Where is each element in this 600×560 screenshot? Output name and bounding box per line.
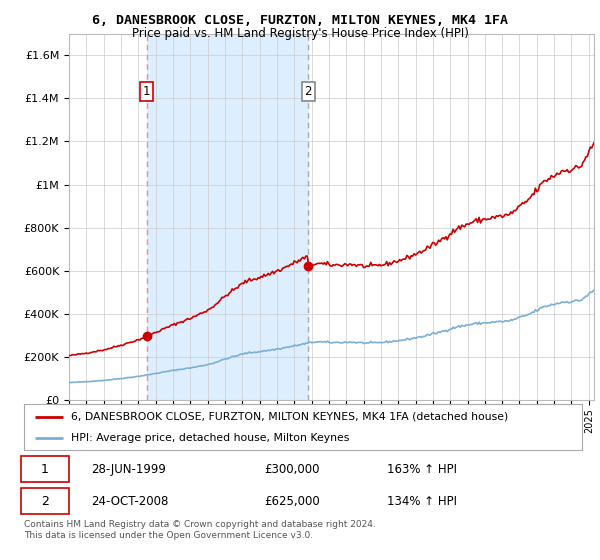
Text: Price paid vs. HM Land Registry's House Price Index (HPI): Price paid vs. HM Land Registry's House … — [131, 27, 469, 40]
Bar — [147, 34, 308, 400]
Text: 1: 1 — [41, 463, 49, 475]
Text: 24-OCT-2008: 24-OCT-2008 — [91, 495, 169, 508]
Text: 6, DANESBROOK CLOSE, FURZTON, MILTON KEYNES, MK4 1FA: 6, DANESBROOK CLOSE, FURZTON, MILTON KEY… — [92, 14, 508, 27]
Text: £300,000: £300,000 — [264, 463, 319, 475]
Text: 134% ↑ HPI: 134% ↑ HPI — [387, 495, 457, 508]
Text: HPI: Average price, detached house, Milton Keynes: HPI: Average price, detached house, Milt… — [71, 433, 350, 443]
Text: 2: 2 — [41, 495, 49, 508]
Text: 28-JUN-1999: 28-JUN-1999 — [91, 463, 166, 475]
Text: Contains HM Land Registry data © Crown copyright and database right 2024.
This d: Contains HM Land Registry data © Crown c… — [24, 520, 376, 540]
Text: 2: 2 — [305, 85, 312, 99]
FancyBboxPatch shape — [21, 456, 68, 482]
FancyBboxPatch shape — [21, 488, 68, 514]
Text: 163% ↑ HPI: 163% ↑ HPI — [387, 463, 457, 475]
Text: 1: 1 — [143, 85, 151, 99]
Text: £625,000: £625,000 — [264, 495, 320, 508]
Text: 6, DANESBROOK CLOSE, FURZTON, MILTON KEYNES, MK4 1FA (detached house): 6, DANESBROOK CLOSE, FURZTON, MILTON KEY… — [71, 412, 509, 422]
